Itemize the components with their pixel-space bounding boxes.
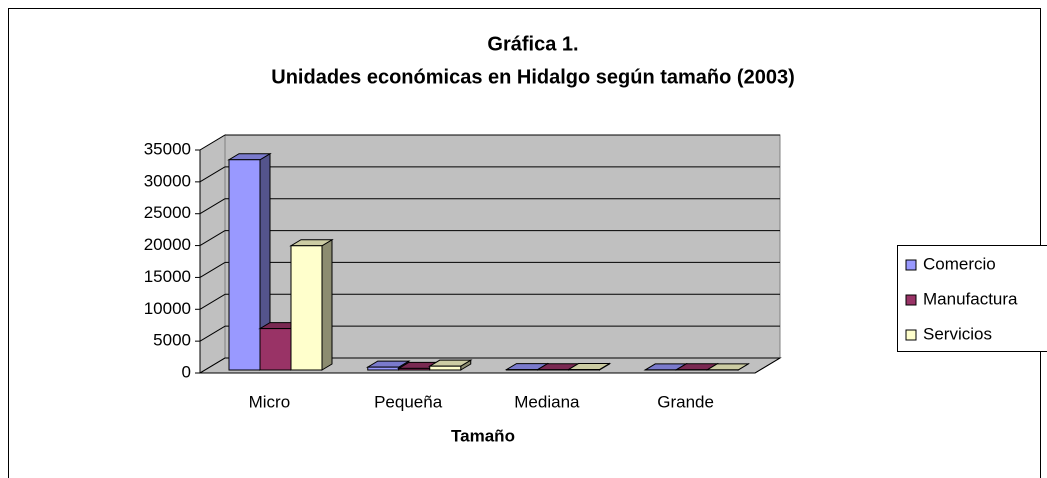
x-tick-label: Pequeña (374, 392, 443, 411)
grid-line-side (199, 293, 226, 310)
legend-label: Comercio (923, 254, 996, 273)
chart-title: Gráfica 1. (487, 33, 578, 55)
grid-line-side (199, 230, 226, 247)
bar (259, 328, 292, 371)
y-tick-label: 20000 (144, 235, 191, 254)
y-tick-label: 25000 (144, 203, 191, 222)
y-tick-label: 10000 (144, 299, 191, 318)
grid-line-side (199, 198, 226, 215)
legend-label: Manufactura (923, 289, 1018, 308)
x-axis-end (754, 357, 781, 374)
bar (429, 365, 462, 371)
side-wall (199, 134, 226, 374)
y-tick-label: 15000 (144, 267, 191, 286)
y-tick-label: 5000 (153, 331, 191, 350)
bar-side (321, 238, 333, 371)
legend-label: Servicios (923, 324, 992, 343)
bar (290, 245, 323, 371)
x-axis-title: Tamaño (451, 426, 515, 445)
bar (367, 366, 400, 371)
y-tick-label: 0 (182, 362, 191, 381)
grid-line-side (199, 134, 226, 151)
x-tick-label: Mediana (514, 392, 580, 411)
bar (398, 367, 431, 371)
grid-line-side (199, 325, 226, 342)
grid-line-side (199, 357, 226, 374)
legend-swatch (905, 329, 917, 341)
legend-swatch (905, 294, 917, 306)
x-tick-label: Grande (657, 392, 714, 411)
legend (897, 245, 1047, 352)
bar (228, 159, 261, 371)
y-tick-label: 30000 (144, 171, 191, 190)
y-tick-label: 35000 (144, 139, 191, 158)
grid-line-side (199, 261, 226, 278)
legend-swatch (905, 259, 917, 271)
chart-subtitle: Unidades económicas en Hidalgo según tam… (271, 66, 794, 88)
grid-line-side (199, 166, 226, 183)
x-tick-label: Micro (249, 392, 291, 411)
